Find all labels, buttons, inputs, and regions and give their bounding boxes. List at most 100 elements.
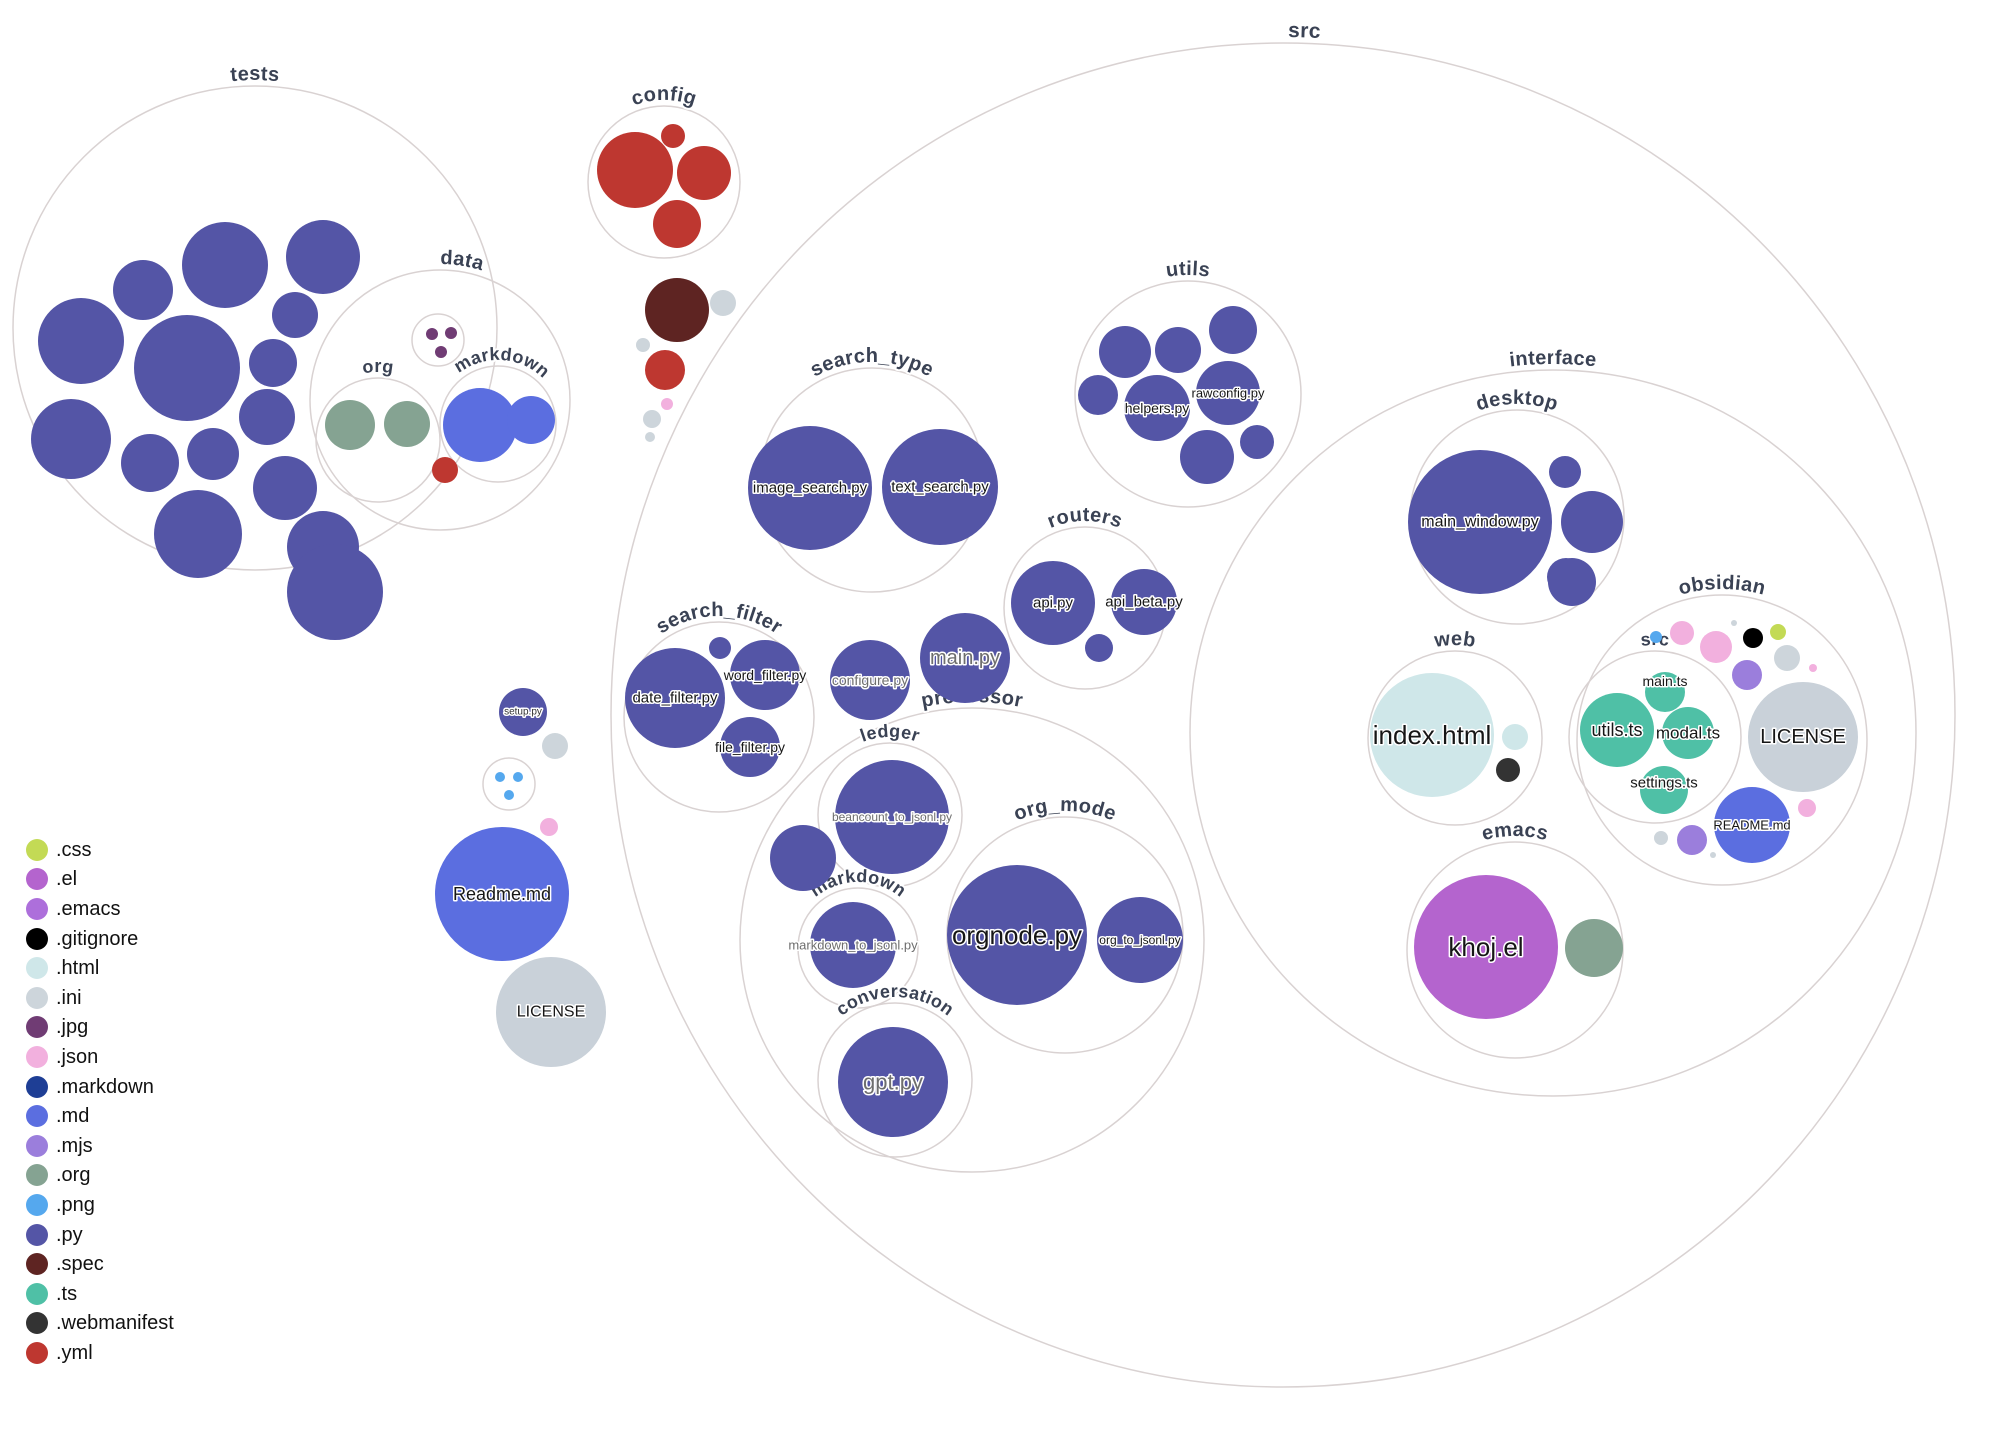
file-src-main-py-circle xyxy=(920,613,1010,703)
legend-label-el: .el xyxy=(56,868,78,891)
file-src-configure-py: configure.py xyxy=(830,640,910,720)
file-tests-py-3 xyxy=(113,260,173,320)
file-src-processor-org_mode-orgnode-label: orgnode.py xyxy=(952,920,1082,950)
legend-label-spec: .spec xyxy=(56,1253,104,1276)
file-tests-py-9-circle xyxy=(31,399,111,479)
dir-src-processor-circle xyxy=(739,707,1205,1173)
legend-swatch-gitignore xyxy=(26,927,48,950)
file-src-utils-helpers: helpers.py xyxy=(1123,375,1191,441)
file-src-utils-rawconfig-circle xyxy=(1196,361,1260,425)
dir-tests-data-org-circle xyxy=(315,377,441,503)
dir-tests-circle xyxy=(12,85,498,571)
file-src-processor-org_mode-org_to_jsonl-label: org_to_jsonl.py xyxy=(1099,933,1180,947)
file-config-yml-3-circle xyxy=(677,146,731,200)
file-src-configure-py-circle xyxy=(830,640,910,720)
dir-tests-data-circle xyxy=(309,269,571,531)
file-obsidian-readme-md-circle xyxy=(1714,787,1790,863)
file-src-interface-desktop-main_window-circle xyxy=(1408,450,1552,594)
legend-swatch-emacs xyxy=(26,897,48,920)
file-tests-py-10-circle xyxy=(121,434,179,492)
dir-src-search_filter-label: search_filter xyxy=(652,599,786,638)
file-obsidian-mjs-2 xyxy=(1677,825,1707,855)
file-tests-py-6-circle xyxy=(134,315,240,421)
file-tests-data-jpg-1 xyxy=(426,328,438,340)
file-root-ini-4 xyxy=(645,432,655,442)
legend-swatch-md xyxy=(26,1105,48,1128)
dir-src-processor-org_mode-label: org_mode xyxy=(1011,794,1119,826)
file-obsidian-json-2-circle xyxy=(1700,631,1732,663)
file-src-utils-rawconfig: rawconfig.py xyxy=(1190,361,1266,425)
file-root-yml xyxy=(645,350,685,390)
file-obsidian-readme-md-label: README.md xyxy=(1713,818,1790,833)
file-obsidian-src-modal-ts: modal.ts xyxy=(1654,707,1722,759)
file-root-png-2 xyxy=(513,772,523,782)
file-src-utils-py-5 xyxy=(1180,430,1234,484)
legend-swatch-png xyxy=(26,1193,48,1216)
legend-item-css: .css xyxy=(26,835,174,865)
dir-src-interface-circle xyxy=(1189,369,1917,1097)
file-obsidian-gitignore xyxy=(1743,628,1763,648)
file-root-png-3-circle xyxy=(504,790,514,800)
dir-src-processor-markdown-circle xyxy=(797,887,919,1009)
file-obsidian-src-settings-ts-label: settings.ts xyxy=(1630,775,1698,792)
file-tests-py-7 xyxy=(249,339,297,387)
file-src-utils-py-1-circle xyxy=(1099,326,1151,378)
file-root-png-3 xyxy=(504,790,514,800)
file-src-search_filter-file_filter-circle xyxy=(720,717,780,777)
dir-src-interface-emacs: emacs xyxy=(1406,817,1624,1059)
file-src-routers-api_beta-label: api_beta.py xyxy=(1105,594,1183,611)
legend-label-yml: .yml xyxy=(56,1341,93,1364)
file-obsidian-json-4 xyxy=(1798,799,1816,817)
file-tests-py-5-circle xyxy=(38,298,124,384)
file-root-setup-py: setup.py xyxy=(499,688,547,736)
file-tests-py-8 xyxy=(239,389,295,445)
legend-label-html: .html xyxy=(56,957,100,980)
file-src-interface-py xyxy=(1548,558,1596,606)
file-src-utils-py-2 xyxy=(1155,327,1201,373)
file-src-processor-org_mode-orgnode-circle xyxy=(947,865,1087,1005)
file-src-interface-web-index-html-label: index.html xyxy=(1373,720,1492,750)
dir-config-circle xyxy=(587,105,741,259)
file-config-yml-3 xyxy=(677,146,731,200)
dir-src-interface-label: interface xyxy=(1508,347,1597,371)
file-tests-py-5 xyxy=(38,298,124,384)
file-obsidian-mjs-2-circle xyxy=(1677,825,1707,855)
legend-swatch-mjs xyxy=(26,1134,48,1157)
file-root-json-1-circle xyxy=(661,398,673,410)
dir-src-interface-obsidian-src-circle xyxy=(1568,650,1742,824)
dir-tests-data-label: data xyxy=(440,247,487,276)
dir-src-interface: interface xyxy=(1189,345,1917,1097)
file-tests-py-7-circle xyxy=(249,339,297,387)
dir-root-png-group xyxy=(482,757,536,811)
legend-item-mjs: .mjs xyxy=(26,1131,174,1161)
legend-swatch-el xyxy=(26,868,48,891)
legend-label-jpg: .jpg xyxy=(56,1016,89,1039)
legend-item-jpg: .jpg xyxy=(26,1013,174,1043)
legend-swatch-json xyxy=(26,1045,48,1068)
legend-item-md: .md xyxy=(26,1101,174,1131)
file-src-interface-web-webmanifest xyxy=(1496,758,1520,782)
file-src-routers-api_beta-circle xyxy=(1111,569,1177,635)
file-src-routers-api-circle xyxy=(1011,561,1095,645)
file-src-utils-py-1 xyxy=(1099,326,1151,378)
legend-label-css: .css xyxy=(56,838,92,861)
file-tests-data-md-1 xyxy=(443,388,517,462)
file-root-yml-circle xyxy=(645,350,685,390)
legend-swatch-spec xyxy=(26,1253,48,1276)
file-tests-py-4-circle xyxy=(272,292,318,338)
file-root-readme-md: Readme.md xyxy=(435,827,569,961)
file-tests-py-10 xyxy=(121,434,179,492)
file-obsidian-ini-2 xyxy=(1774,645,1800,671)
file-obsidian-src-main-ts-circle xyxy=(1645,672,1685,712)
dir-src-interface-obsidian-circle xyxy=(1576,594,1868,886)
file-src-search_filter-date_filter-circle xyxy=(625,648,725,748)
file-obsidian-src-settings-ts: settings.ts xyxy=(1629,766,1699,814)
file-obsidian-css-circle xyxy=(1770,624,1786,640)
dir-src-label: src xyxy=(1288,19,1321,43)
file-src-processor-org_mode-org_to_jsonl-circle xyxy=(1097,897,1183,983)
dir-src-interface-emacs-label: emacs xyxy=(1480,819,1551,845)
file-tests-py-4 xyxy=(272,292,318,338)
file-obsidian-ini-4-circle xyxy=(1710,852,1716,858)
file-root-json-1 xyxy=(661,398,673,410)
